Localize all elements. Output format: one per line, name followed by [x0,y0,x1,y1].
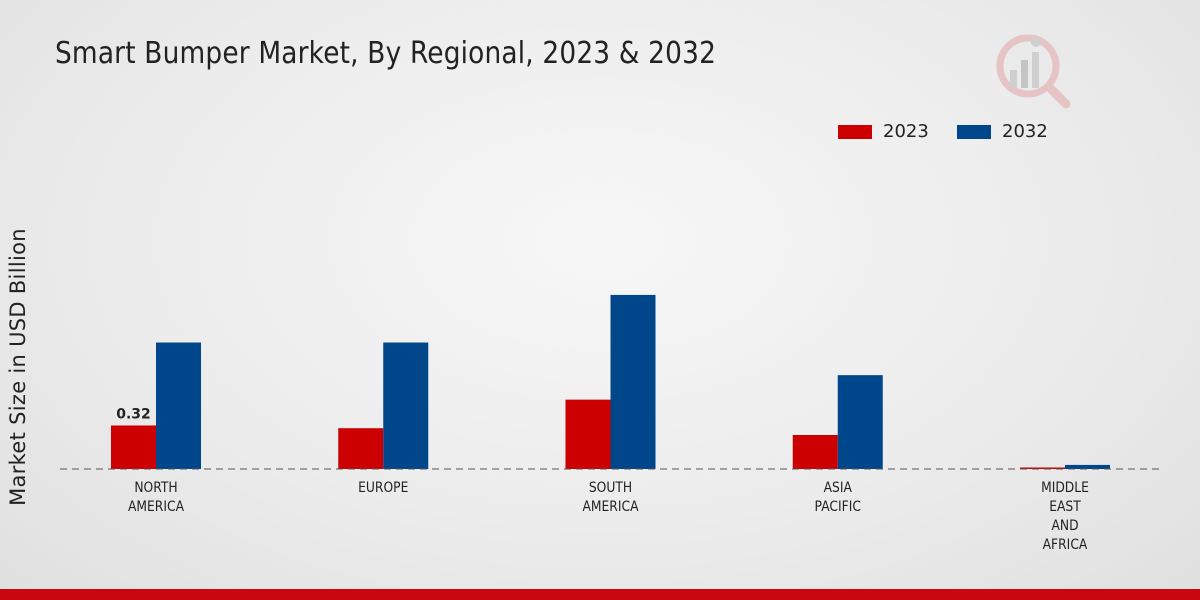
x-tick-label-line: AFRICA [1043,537,1088,553]
x-tick-label-line: AMERICA [582,499,638,515]
x-tick-label: NORTH AMERICA [128,480,184,515]
bar-2032-asia-pacific [837,375,883,469]
x-tick-label-line: NORTH [134,480,177,496]
x-tick-label-line: SOUTH [589,480,632,496]
legend-item-2023: 2023 [838,121,929,142]
x-tick-label-line: EAST [1049,499,1081,515]
bar-2032-europe [383,342,429,469]
x-tick-label-line: EUROPE [358,480,408,496]
x-tick-label: MIDDLE EAST AND AFRICA [1041,480,1089,553]
bar-2023-north-america [111,425,156,469]
legend-swatch-2032 [957,124,991,139]
data-label: 0.32 [116,406,151,422]
x-tick-label-line: AMERICA [128,499,184,515]
x-tick-label-line: ASIA [824,480,852,496]
chart-title: Smart Bumper Market, By Regional, 2023 &… [55,36,717,71]
x-tick-label: EUROPE [358,480,408,496]
market-research-logo-icon [996,34,1071,109]
legend-label-2023: 2023 [883,121,929,142]
x-tick-label: SOUTH AMERICA [582,480,638,515]
legend-swatch-2023 [838,124,872,139]
x-tick-label: ASIA PACIFIC [815,480,861,515]
x-tick-label-line: AND [1051,518,1078,534]
bar-2023-middle-east-and-africa [1020,467,1065,469]
bar-2032-north-america [156,342,201,469]
x-tick-label-line: PACIFIC [815,499,861,515]
legend-label-2032: 2032 [1002,121,1048,142]
brand-accent-bar [0,589,1200,600]
legend-item-2032: 2032 [957,121,1048,142]
bar-2023-europe [338,428,384,469]
bar-2023-asia-pacific [792,435,838,469]
bar-2023-south-america [565,399,611,469]
bar-2032-south-america [610,294,656,469]
bar-2032-middle-east-and-africa [1065,464,1110,469]
x-tick-label-line: MIDDLE [1041,480,1089,496]
